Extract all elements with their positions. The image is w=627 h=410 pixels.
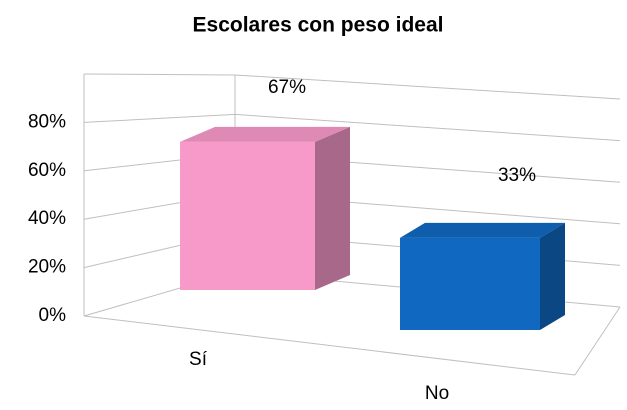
bar [180, 126, 350, 291]
bar [400, 222, 565, 330]
grid-line [83, 113, 621, 142]
wall-edge [83, 315, 576, 376]
bar-top [400, 222, 565, 238]
grid-line [83, 153, 621, 183]
y-tick-label: 0% [39, 305, 67, 326]
bar-side [540, 222, 565, 330]
wall-edge [234, 74, 621, 100]
bar-front [180, 141, 315, 290]
wall-edge [83, 73, 236, 76]
bar-side [315, 126, 350, 291]
bar-front [400, 237, 540, 330]
bar-top [180, 126, 350, 142]
y-tick-label: 20% [28, 257, 66, 278]
y-tick-label: 80% [28, 111, 66, 132]
y-tick-label: 40% [28, 208, 66, 229]
y-tick-label: 60% [28, 160, 66, 181]
grid-line [83, 192, 621, 225]
wall-edge [574, 306, 621, 376]
x-tick-label: No [425, 383, 449, 404]
data-label: 67% [268, 77, 306, 98]
x-tick-label: Sí [189, 349, 208, 370]
chart-title: Escolares con peso ideal [193, 14, 444, 37]
data-label: 33% [498, 165, 536, 186]
